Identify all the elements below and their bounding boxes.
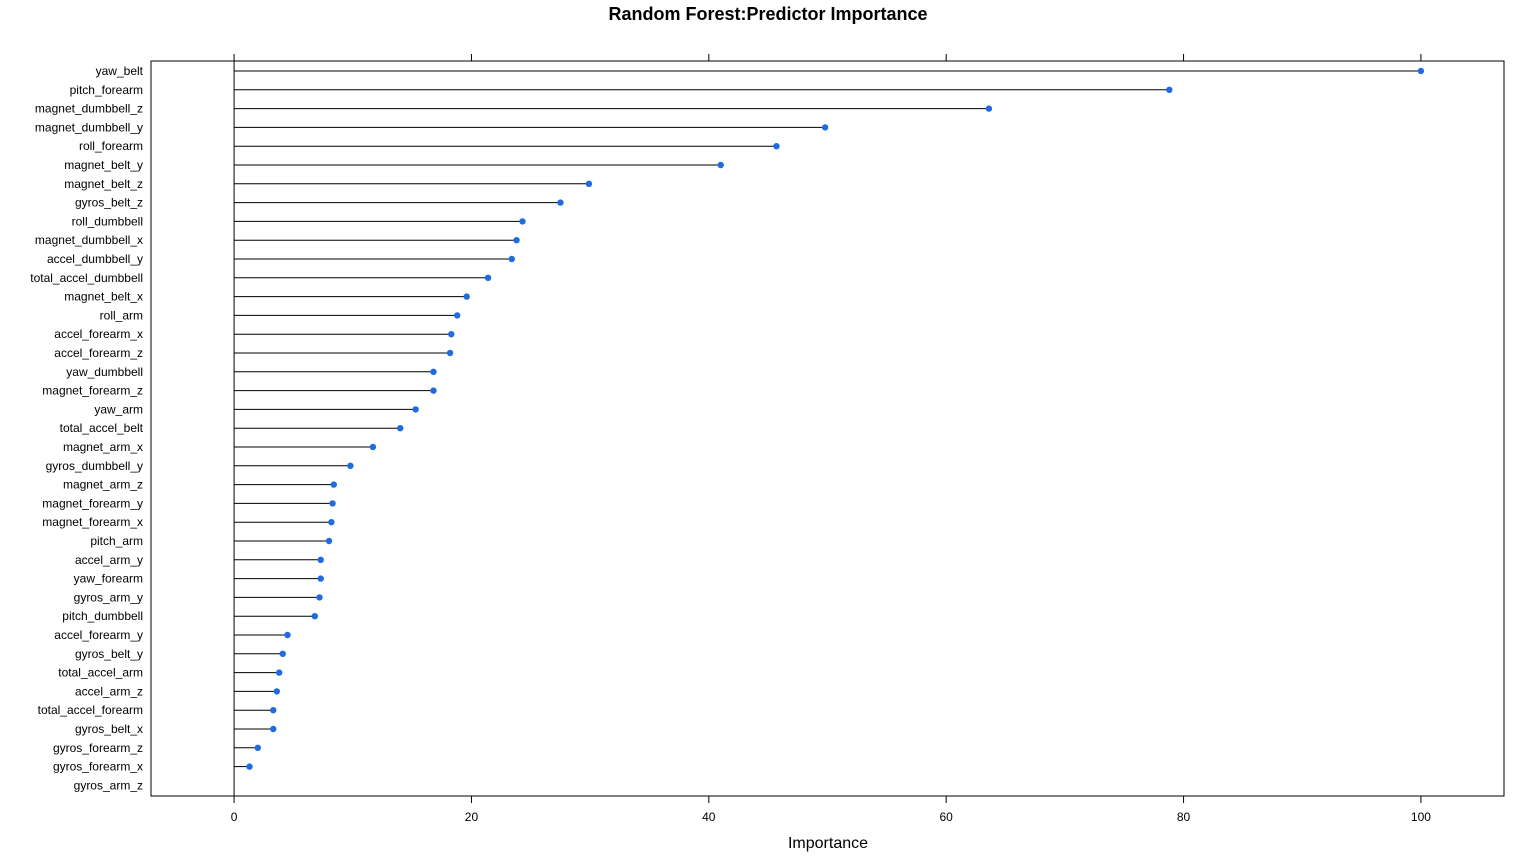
data-point: [463, 293, 470, 300]
category-label: accel_dumbbell_y: [47, 252, 143, 266]
category-label: magnet_forearm_x: [42, 515, 143, 529]
category-label: magnet_forearm_z: [42, 384, 143, 398]
data-point: [279, 650, 286, 657]
category-label: accel_arm_z: [75, 684, 143, 698]
category-label: accel_arm_y: [75, 553, 143, 567]
data-point: [284, 631, 291, 639]
data-points: [246, 67, 1425, 770]
category-label: pitch_dumbbell: [62, 609, 143, 623]
category-label: gyros_dumbbell_y: [46, 459, 143, 473]
data-point: [508, 255, 515, 263]
data-point: [325, 537, 333, 545]
category-label: gyros_belt_y: [75, 647, 143, 661]
x-tick-label: 40: [702, 810, 716, 824]
category-label: magnet_forearm_y: [42, 496, 143, 510]
category-label: roll_arm: [100, 308, 143, 322]
data-point: [985, 105, 993, 112]
data-point: [454, 312, 461, 319]
x-axis-ticks: 0 20 40 60 80 100: [231, 54, 1431, 824]
category-label: total_accel_forearm: [38, 703, 143, 717]
category-label: yaw_forearm: [74, 572, 143, 586]
category-label: magnet_belt_z: [64, 177, 143, 191]
data-point: [273, 688, 281, 695]
category-label: magnet_dumbbell_y: [35, 120, 143, 134]
data-point: [412, 406, 419, 413]
category-label: magnet_arm_x: [63, 440, 143, 454]
category-label: gyros_forearm_z: [53, 741, 143, 755]
data-point: [397, 425, 404, 432]
data-point: [316, 594, 323, 601]
category-label: gyros_belt_z: [75, 196, 143, 210]
data-point: [254, 744, 262, 751]
category-label: accel_forearm_y: [54, 628, 143, 642]
chart-title: Random Forest:Predictor Importance: [608, 4, 928, 24]
category-label: accel_forearm_z: [54, 346, 143, 360]
category-label: magnet_dumbbell_x: [35, 233, 143, 247]
data-point: [329, 500, 336, 507]
x-tick-label: 0: [231, 810, 238, 824]
category-label: magnet_belt_y: [64, 158, 143, 172]
category-label: roll_dumbbell: [72, 214, 143, 228]
category-label: pitch_forearm: [70, 83, 143, 97]
data-point: [275, 669, 283, 676]
data-point: [317, 575, 324, 582]
category-label: total_accel_dumbbell: [30, 271, 143, 285]
data-point: [717, 161, 724, 169]
category-label: accel_forearm_x: [54, 327, 143, 341]
stem-lines: [233, 61, 1421, 796]
x-tick-label: 60: [940, 810, 954, 824]
category-label: pitch_arm: [90, 534, 143, 548]
category-label: gyros_belt_x: [75, 722, 143, 736]
data-point: [330, 481, 337, 488]
plot-frame: [150, 60, 1505, 797]
category-label: yaw_belt: [96, 64, 144, 78]
category-label: total_accel_arm: [58, 666, 143, 680]
data-point: [513, 237, 520, 244]
data-point: [311, 613, 318, 620]
x-tick-label: 20: [465, 810, 479, 824]
data-point: [317, 556, 324, 563]
category-labels: yaw_belt pitch_forearm magnet_dumbbell_zma…: [30, 64, 143, 792]
category-label: gyros_arm_y: [74, 590, 143, 604]
data-point: [246, 763, 253, 770]
data-point: [347, 462, 354, 469]
category-label: total_accel_belt: [60, 421, 144, 435]
x-tick-label: 80: [1177, 810, 1191, 824]
data-point: [821, 124, 829, 131]
data-point: [328, 519, 335, 526]
data-point: [1166, 86, 1173, 94]
category-label: yaw_arm: [94, 402, 143, 416]
data-point: [448, 331, 455, 338]
data-point: [585, 180, 593, 187]
x-tick-label: 100: [1411, 810, 1431, 824]
data-point: [369, 443, 377, 451]
category-label: yaw_dumbbell: [66, 365, 143, 379]
data-point: [773, 143, 780, 150]
category-label: gyros_forearm_x: [53, 760, 143, 774]
data-point: [1417, 67, 1425, 75]
x-axis-title: Importance: [788, 835, 868, 852]
data-point: [270, 707, 277, 714]
data-point: [484, 274, 492, 281]
data-point: [270, 725, 277, 733]
category-label: magnet_dumbbell_z: [35, 102, 143, 116]
data-point: [519, 218, 526, 225]
category-label: gyros_arm_z: [74, 778, 143, 792]
category-label: roll_forearm: [79, 139, 143, 153]
data-point: [446, 349, 454, 357]
category-label: magnet_arm_z: [63, 478, 143, 492]
data-point: [430, 387, 437, 394]
data-point: [557, 199, 564, 206]
category-label: magnet_belt_x: [64, 290, 143, 304]
data-point: [430, 368, 437, 375]
